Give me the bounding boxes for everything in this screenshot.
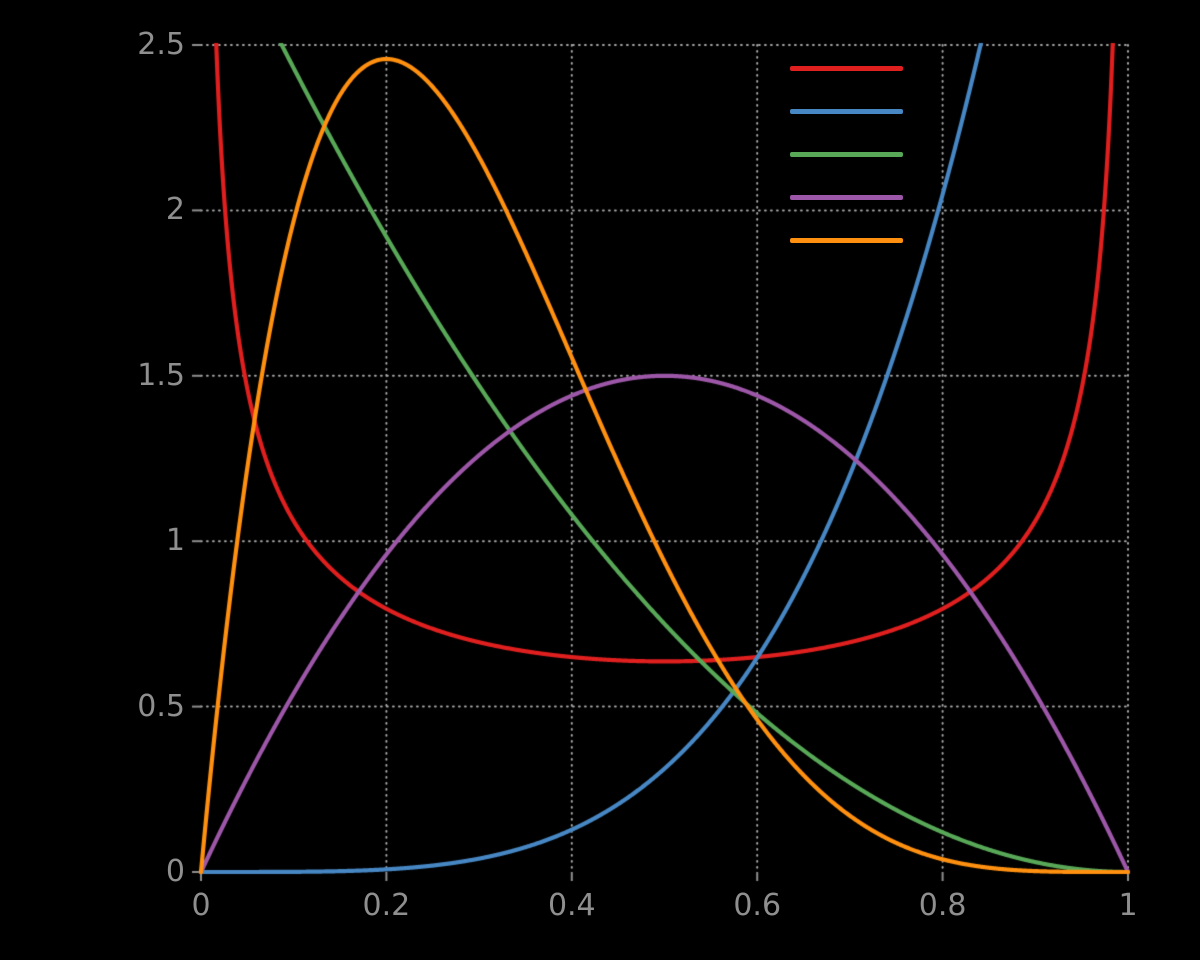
- y-tick-label: 1.5: [137, 357, 185, 393]
- x-tick-label: 0.4: [547, 888, 596, 923]
- legend-swatch-red: [790, 66, 903, 71]
- x-tick-label: 0.8: [918, 888, 967, 923]
- y-tick-label: 1: [165, 523, 185, 559]
- y-tick-label: 0: [165, 854, 185, 889]
- legend-swatch-green: [790, 152, 903, 157]
- y-tick-label: 2: [165, 192, 185, 228]
- x-tick-label: 0: [191, 888, 211, 923]
- legend-swatch-orange: [790, 238, 903, 243]
- legend: [790, 66, 903, 243]
- y-tick-label: 0.5: [137, 688, 185, 724]
- x-tick-label: 0.2: [362, 888, 411, 923]
- legend-swatch-purple: [790, 195, 903, 200]
- legend-swatch-blue: [790, 109, 903, 114]
- y-tick-label: 2.5: [137, 27, 185, 62]
- x-tick-label: 1: [1118, 888, 1138, 923]
- x-tick-label: 0.6: [733, 888, 782, 923]
